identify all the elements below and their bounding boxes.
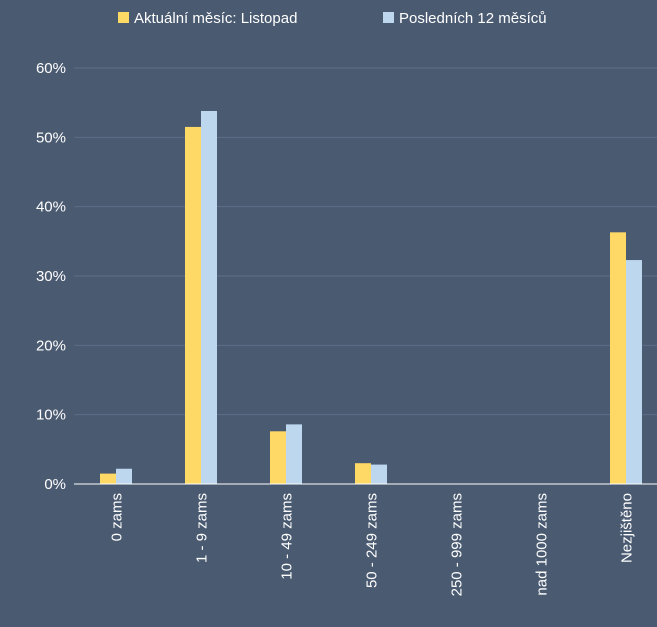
legend-swatch-last-12-months — [383, 12, 394, 23]
x-category-label: Nezjištěno — [619, 493, 636, 563]
legend-label-current-month: Aktuální měsíc: Listopad — [134, 10, 297, 27]
legend-label-last-12-months: Posledních 12 měsíců — [399, 10, 547, 27]
x-category-label: nad 1000 zams — [534, 493, 551, 596]
x-axis-category-labels: 0 zams 1 - 9 zams 10 - 49 zams 50 - 249 zam… — [109, 493, 636, 596]
y-tick-label: 50% — [36, 129, 66, 146]
x-category-label: 0 zams — [109, 493, 126, 541]
bar-last-12-months — [626, 260, 642, 484]
bar-last-12-months — [201, 110, 217, 484]
bars — [100, 110, 642, 484]
y-tick-label: 10% — [36, 407, 66, 424]
bar-current-month — [100, 473, 116, 484]
bar-last-12-months — [371, 464, 387, 484]
x-category-label: 250 - 999 zams — [449, 493, 466, 596]
y-tick-label: 0% — [44, 476, 66, 493]
legend: Aktuální měsíc: Listopad Posledních 12 m… — [118, 10, 547, 27]
y-axis-tick-labels: 0% 10% 20% 30% 40% 50% 60% — [36, 60, 66, 493]
x-category-label: 50 - 249 zams — [364, 493, 381, 588]
bar-last-12-months — [116, 468, 132, 484]
bar-current-month — [355, 463, 371, 484]
y-tick-label: 40% — [36, 199, 66, 216]
gridlines — [74, 67, 657, 416]
y-tick-label: 30% — [36, 268, 66, 285]
legend-swatch-current-month — [118, 12, 129, 23]
x-category-label: 10 - 49 zams — [279, 493, 296, 580]
bar-last-12-months — [286, 424, 302, 484]
bar-current-month — [270, 431, 286, 484]
x-category-label: 1 - 9 zams — [194, 493, 211, 563]
y-tick-label: 60% — [36, 60, 66, 77]
bar-current-month — [610, 232, 626, 484]
y-tick-label: 20% — [36, 337, 66, 354]
bar-current-month — [185, 126, 201, 484]
